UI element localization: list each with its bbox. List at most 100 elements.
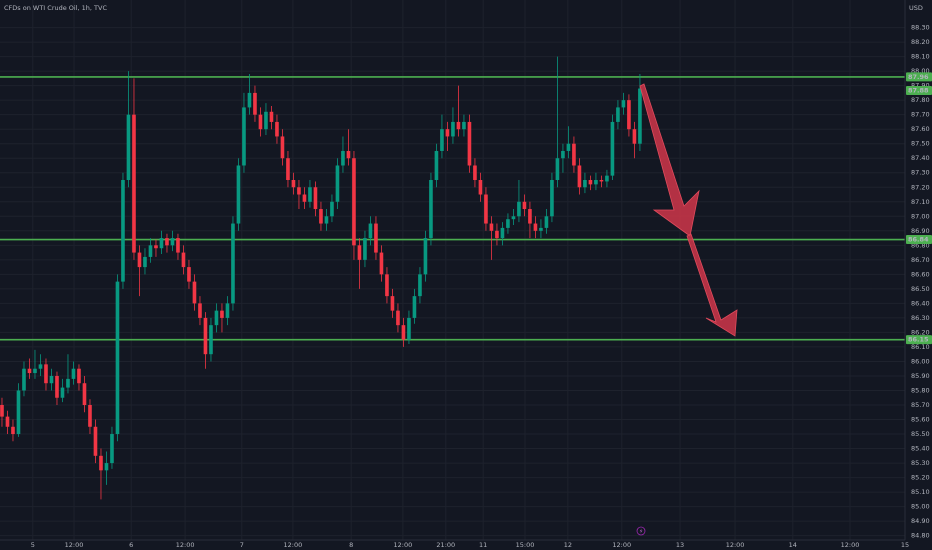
candle-body — [55, 375, 59, 398]
candle-body — [82, 383, 87, 405]
candle-body — [181, 252, 186, 268]
candle-body — [533, 223, 538, 231]
candle-body — [412, 296, 417, 318]
candle-body — [429, 180, 433, 239]
y-tick-label: 86.20 — [911, 328, 930, 336]
candle-body — [33, 368, 37, 374]
x-tick-label: 15:00 — [516, 541, 535, 549]
candle-body — [594, 180, 598, 185]
candle-body — [137, 252, 142, 268]
y-tick-label: 85.00 — [911, 503, 930, 511]
candle-body — [302, 194, 307, 202]
candle-body — [335, 165, 340, 202]
y-tick-label: 85.20 — [911, 474, 930, 482]
y-tick-label: 85.70 — [911, 401, 930, 409]
x-tick-label: 21:00 — [436, 541, 455, 549]
axes: 84.80 84.90 85.00 85.10 85.20 85.30 85.40 85.50… — [31, 24, 932, 549]
x-tick-label: 14 — [789, 541, 797, 549]
y-tick-label: 85.50 — [911, 430, 930, 438]
candle-body — [599, 180, 604, 182]
y-tick-label: 88.20 — [911, 38, 930, 46]
candle-body — [38, 364, 43, 369]
currency-label: USD — [909, 4, 923, 12]
candle-body — [104, 463, 109, 471]
candle-body — [346, 150, 351, 159]
price-tag — [906, 335, 932, 345]
y-tick-label: 85.40 — [911, 445, 930, 453]
candle-body — [423, 238, 428, 275]
y-tick-label: 85.90 — [911, 372, 930, 380]
candle-body — [126, 114, 131, 180]
candle-body — [192, 281, 197, 304]
candle-body — [473, 165, 477, 180]
grid — [0, 0, 906, 540]
y-tick-label: 88.30 — [911, 24, 930, 32]
y-tick-label: 86.80 — [911, 241, 930, 249]
y-tick-label: 84.90 — [911, 517, 930, 525]
candle-body — [176, 238, 180, 253]
candle-body — [264, 111, 268, 130]
y-tick-label: 85.60 — [911, 416, 930, 424]
x-tick-label: 8 — [349, 541, 353, 549]
candle-body — [269, 111, 274, 122]
candle-body — [198, 303, 202, 318]
y-tick-label: 87.70 — [911, 111, 930, 119]
candle-body — [368, 223, 373, 239]
candle-body — [77, 368, 81, 384]
candle-body — [115, 281, 120, 435]
event-icon-bolt — [639, 528, 643, 534]
x-tick-label: 12:00 — [841, 541, 860, 549]
price-tag-label: 87.88 — [908, 87, 929, 95]
candle-body — [583, 180, 587, 188]
candle-body — [231, 223, 235, 304]
candle-body — [484, 194, 488, 224]
x-tick-label: 6 — [129, 541, 133, 549]
y-tick-label: 87.00 — [911, 212, 930, 220]
candle-body — [522, 201, 527, 210]
y-tick-label: 87.40 — [911, 154, 930, 162]
candle-body — [341, 150, 345, 166]
candle-body — [401, 325, 406, 340]
candle-body — [357, 245, 362, 260]
candle-body — [247, 92, 252, 108]
y-tick-label: 86.00 — [911, 357, 930, 365]
x-tick-label: 12 — [564, 541, 572, 549]
price-tag-label: 87.96 — [908, 73, 929, 81]
candle-body — [203, 317, 208, 355]
event-icon[interactable] — [636, 526, 646, 536]
candle-body — [253, 92, 257, 115]
y-tick-label: 86.90 — [911, 227, 930, 235]
candle-body — [60, 387, 65, 398]
annotation-arrows — [639, 83, 738, 337]
candle-body — [49, 375, 54, 384]
candle-body — [374, 223, 378, 253]
candle-body — [550, 180, 554, 217]
candle-body — [93, 426, 98, 456]
candle-body — [396, 310, 400, 326]
candle-body — [379, 252, 384, 275]
candle-body — [451, 121, 455, 137]
x-tick-label: 5 — [31, 541, 35, 549]
candle-body — [5, 416, 10, 427]
candle-body — [456, 121, 461, 130]
x-tick-label: 11 — [479, 541, 487, 549]
y-tick-label: 87.20 — [911, 183, 930, 191]
candle-body — [143, 256, 147, 268]
candle-body — [440, 129, 444, 151]
candle-body — [555, 158, 560, 180]
candle-body — [434, 150, 439, 180]
candle-body — [627, 100, 631, 130]
candle-body — [528, 209, 532, 224]
candle-body — [280, 136, 285, 159]
x-tick-label: 7 — [240, 541, 244, 549]
candle-body — [489, 223, 494, 231]
candle-body — [0, 405, 4, 417]
price-tag — [906, 86, 932, 96]
candle-body — [16, 390, 21, 435]
candle-body — [308, 187, 312, 202]
candle-body — [220, 310, 224, 318]
candle-body — [610, 121, 615, 176]
candle-body — [363, 238, 367, 260]
arrow — [639, 83, 700, 237]
candle-body — [324, 216, 329, 224]
